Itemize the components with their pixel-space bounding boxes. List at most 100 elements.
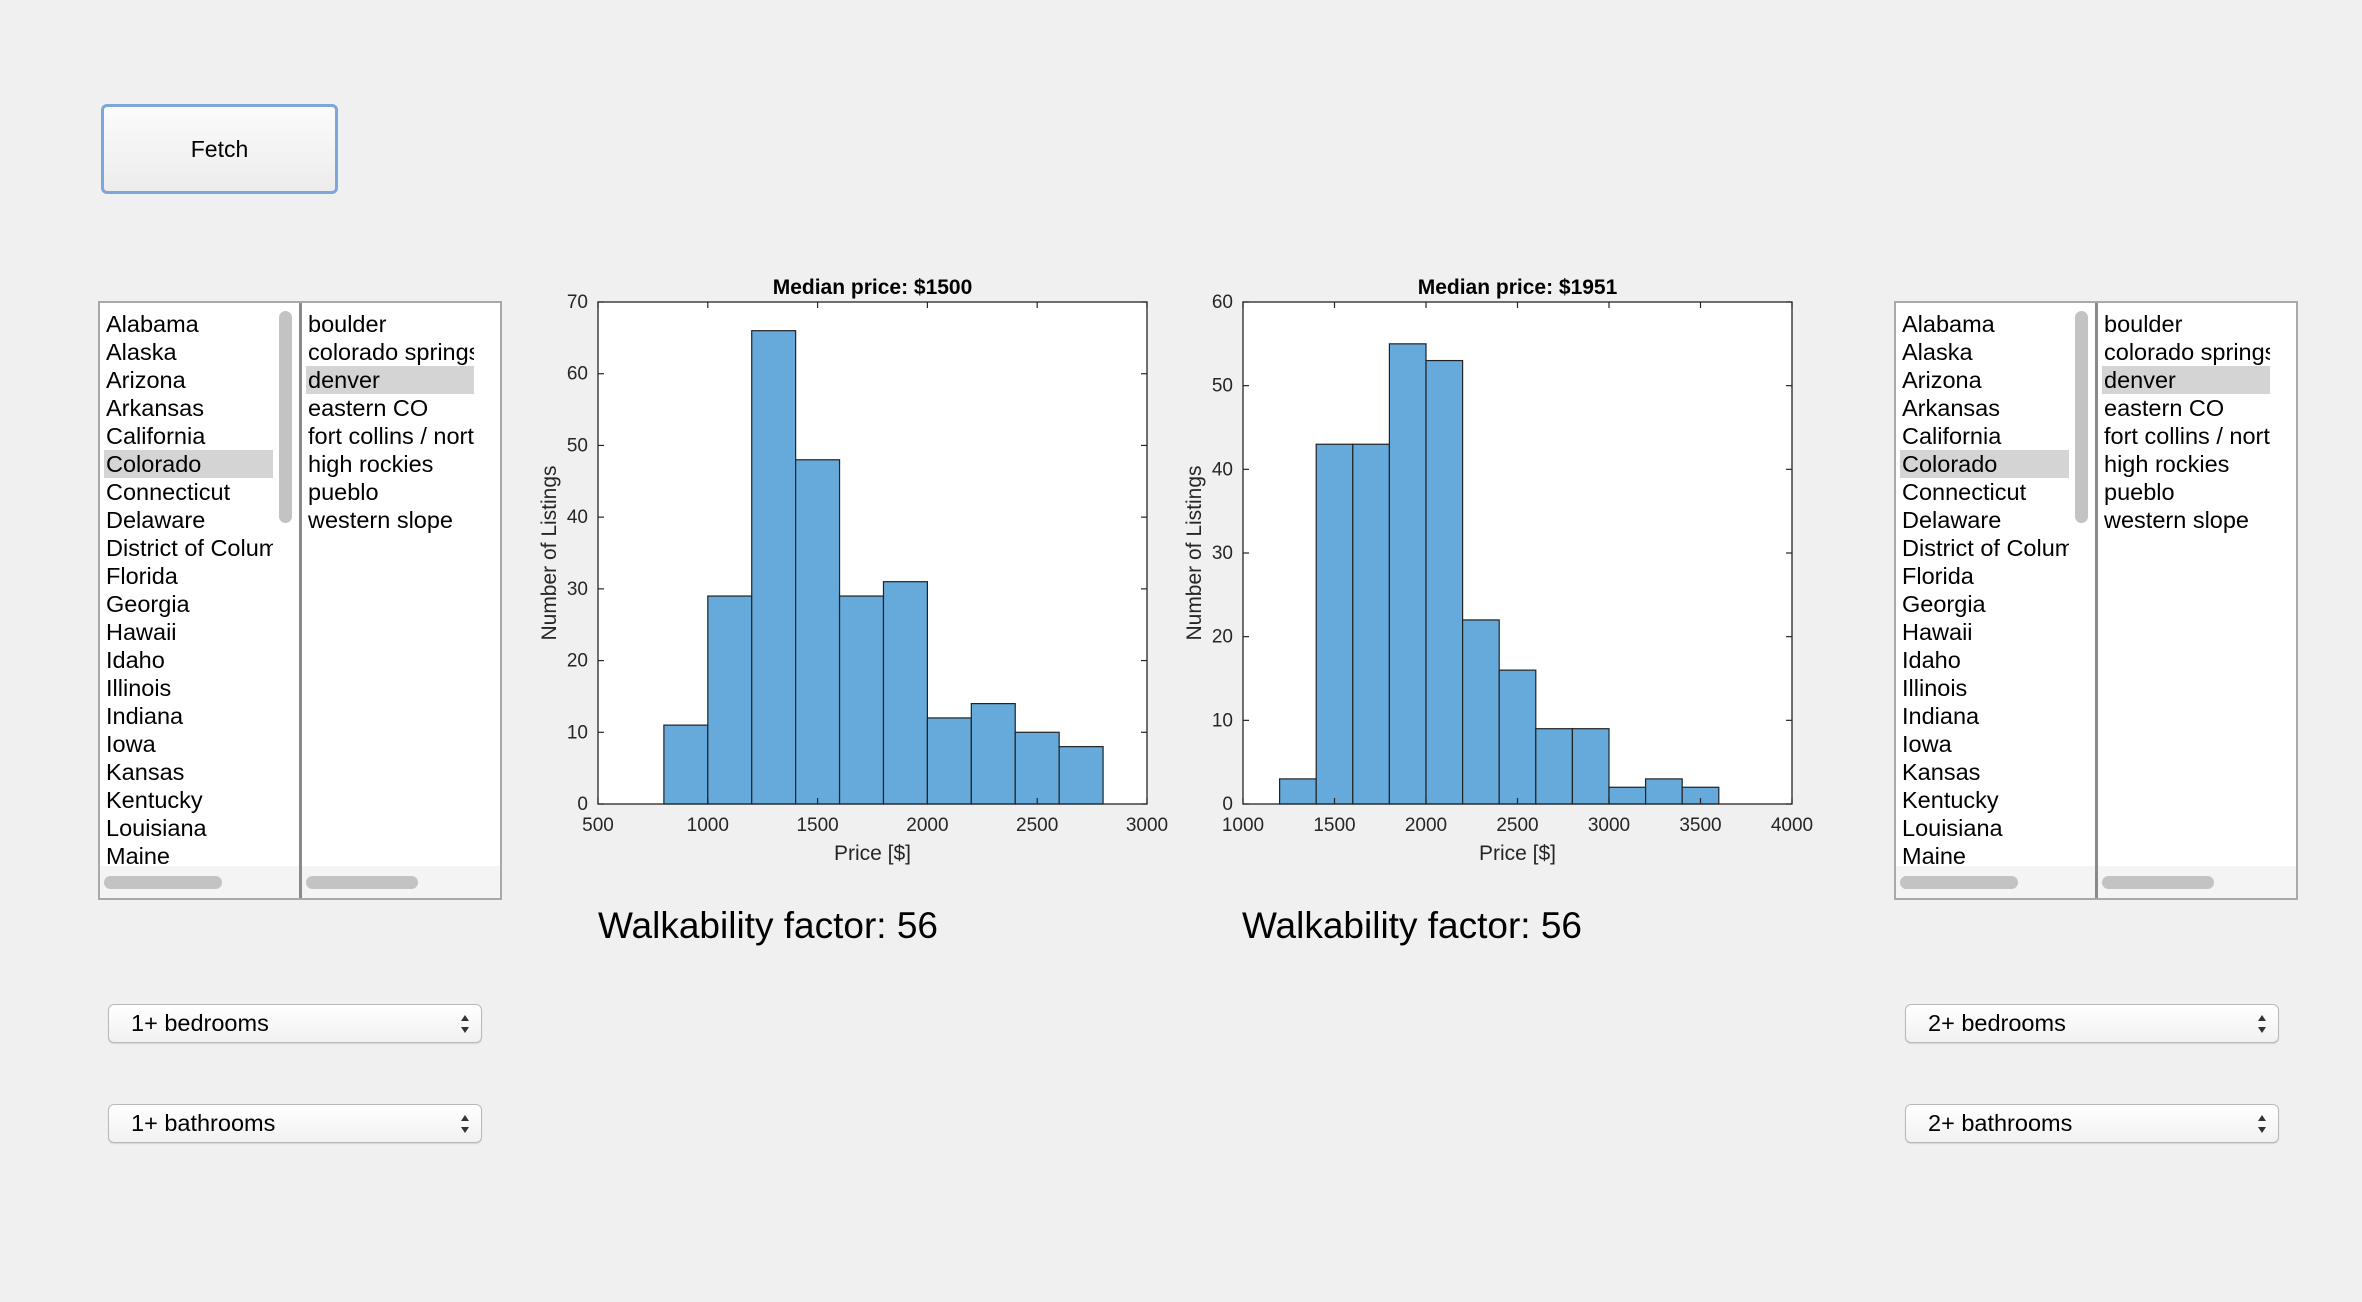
left-bedrooms-value: 1+ bedrooms	[131, 1010, 269, 1036]
right-region-hscroll-thumb[interactable]	[2102, 876, 2214, 889]
right-state-hscroll-thumb[interactable]	[1900, 876, 2018, 889]
updown-arrows-icon	[2258, 1015, 2266, 1033]
left-bathrooms-dropdown[interactable]: 1+ bathrooms	[108, 1104, 482, 1143]
left-region-list-item[interactable]: pueblo	[308, 479, 379, 505]
left-state-list-item[interactable]: Maine	[106, 843, 171, 869]
left-state-list-item[interactable]: Colorado	[104, 450, 273, 478]
y-tick-label: 10	[567, 722, 588, 743]
updown-arrows-icon	[2258, 1115, 2266, 1133]
left-location-lists: Alabama Alaska Arizona Arkansas California Co…	[98, 301, 502, 900]
right-bedrooms-dropdown[interactable]: 2+ bedrooms	[1905, 1004, 2279, 1043]
left-state-list-item[interactable]: Louisiana	[106, 815, 207, 841]
left-state-list-item[interactable]: Georgia	[106, 591, 190, 617]
left-price-histogram: 500 1000 1500 2000 2500 3000 0 10 20 30 40 50 60 70 Me…	[530, 260, 1230, 880]
right-state-list-item[interactable]: California	[1902, 423, 2002, 449]
right-state-list[interactable]: Alabama Alaska Arizona Arkansas California Co…	[1896, 303, 2095, 898]
left-region-list-item[interactable]: western slope	[308, 507, 453, 533]
y-tick-label: 10	[1212, 710, 1233, 731]
right-state-list-item[interactable]: Georgia	[1902, 591, 1986, 617]
left-state-list-item[interactable]: Florida	[106, 563, 178, 589]
left-region-vscroll[interactable]	[474, 303, 500, 866]
left-state-list-item[interactable]: Arkansas	[106, 395, 204, 421]
right-region-hscroll[interactable]	[2098, 866, 2296, 898]
right-state-list-item[interactable]: Florida	[1902, 563, 1974, 589]
right-state-vscroll-thumb[interactable]	[2075, 311, 2088, 523]
right-state-list-item[interactable]: Iowa	[1902, 731, 1952, 757]
left-state-list[interactable]: Alabama Alaska Arizona Arkansas California Co…	[100, 303, 299, 898]
fetch-button[interactable]: Fetch	[101, 104, 338, 194]
histogram-bar	[1058, 746, 1104, 805]
left-state-list-item[interactable]: District of Columbia	[106, 535, 273, 561]
left-region-hscroll-thumb[interactable]	[306, 876, 418, 889]
left-region-list-item[interactable]: denver	[306, 366, 474, 394]
right-region-vscroll[interactable]	[2270, 303, 2296, 866]
right-state-list-item[interactable]: Alabama	[1902, 311, 1995, 337]
right-region-list-item[interactable]: western slope	[2104, 507, 2249, 533]
left-state-list-item[interactable]: Arizona	[106, 367, 186, 393]
left-region-list-item[interactable]: boulder	[308, 311, 387, 337]
right-state-hscroll[interactable]	[1896, 866, 2095, 898]
histogram-bar	[1571, 728, 1610, 805]
left-bedrooms-dropdown[interactable]: 1+ bedrooms	[108, 1004, 482, 1043]
right-region-list-item[interactable]: eastern CO	[2104, 395, 2225, 421]
right-price-histogram: 1000 1500 2000 2500 3000 3500 4000 0 10 20 30 40 50 6…	[1175, 260, 1875, 880]
right-region-list-item[interactable]: colorado springs	[2104, 339, 2270, 365]
left-state-items: Alabama Alaska Arizona Arkansas California Co…	[104, 310, 273, 870]
left-region-list-item[interactable]: eastern CO	[308, 395, 429, 421]
right-region-list-item[interactable]: high rockies	[2104, 451, 2230, 477]
right-state-list-item[interactable]: Connecticut	[1902, 479, 2027, 505]
right-state-list-item[interactable]: Illinois	[1902, 675, 1968, 701]
left-region-items: boulder colorado springs denver eastern CO f…	[306, 310, 474, 534]
left-region-list-item[interactable]: high rockies	[308, 451, 434, 477]
left-state-list-item[interactable]: Idaho	[106, 647, 165, 673]
right-state-list-item[interactable]: Arizona	[1902, 367, 1982, 393]
right-state-list-item[interactable]: District of Columbia	[1902, 535, 2069, 561]
right-state-list-item[interactable]: Colorado	[1900, 450, 2069, 478]
right-region-list[interactable]: boulder colorado springs denver eastern CO f…	[2098, 303, 2296, 898]
left-region-hscroll[interactable]	[302, 866, 500, 898]
right-state-list-item[interactable]: Hawaii	[1902, 619, 1973, 645]
left-state-vscroll[interactable]	[273, 303, 299, 866]
left-state-list-item[interactable]: Kentucky	[106, 787, 203, 813]
x-tick-label: 500	[582, 815, 614, 836]
histogram-bar	[751, 330, 797, 805]
x-tick-label: 1500	[796, 815, 838, 836]
left-state-list-item[interactable]: Delaware	[106, 507, 206, 533]
histogram-bar	[1315, 443, 1354, 805]
right-state-list-item[interactable]: Arkansas	[1902, 395, 2000, 421]
left-state-list-item[interactable]: Illinois	[106, 675, 172, 701]
right-state-list-item[interactable]: Kentucky	[1902, 787, 1999, 813]
right-state-list-item[interactable]: Kansas	[1902, 759, 1981, 785]
left-state-list-item[interactable]: Iowa	[106, 731, 156, 757]
left-state-vscroll-thumb[interactable]	[279, 311, 292, 523]
left-state-list-item[interactable]: Hawaii	[106, 619, 177, 645]
left-state-hscroll[interactable]	[100, 866, 299, 898]
left-region-list-item[interactable]: colorado springs	[308, 339, 474, 365]
right-state-list-item[interactable]: Indiana	[1902, 703, 1980, 729]
right-region-list-item[interactable]: denver	[2102, 366, 2270, 394]
x-axis-label: Price [$]	[834, 842, 911, 865]
left-state-list-item[interactable]: Connecticut	[106, 479, 231, 505]
left-state-list-item[interactable]: California	[106, 423, 206, 449]
right-state-vscroll[interactable]	[2069, 303, 2095, 866]
right-state-list-item[interactable]: Idaho	[1902, 647, 1961, 673]
left-region-list[interactable]: boulder colorado springs denver eastern CO f…	[302, 303, 500, 898]
right-state-list-item[interactable]: Maine	[1902, 843, 1967, 869]
right-bathrooms-dropdown[interactable]: 2+ bathrooms	[1905, 1104, 2279, 1143]
histogram-bar	[970, 703, 1016, 805]
right-state-list-item[interactable]: Delaware	[1902, 507, 2002, 533]
y-tick-label: 50	[567, 435, 588, 456]
left-state-hscroll-thumb[interactable]	[104, 876, 222, 889]
x-tick-label: 2500	[1016, 815, 1058, 836]
left-state-list-item[interactable]: Indiana	[106, 703, 184, 729]
right-region-items: boulder colorado springs denver eastern CO f…	[2102, 310, 2270, 534]
right-state-list-item[interactable]: Louisiana	[1902, 815, 2003, 841]
right-state-list-item[interactable]: Alaska	[1902, 339, 1973, 365]
left-state-list-item[interactable]: Kansas	[106, 759, 185, 785]
right-region-list-item[interactable]: pueblo	[2104, 479, 2175, 505]
right-region-list-item[interactable]: boulder	[2104, 311, 2183, 337]
left-state-list-item[interactable]: Alaska	[106, 339, 177, 365]
left-state-list-item[interactable]: Alabama	[106, 311, 199, 337]
